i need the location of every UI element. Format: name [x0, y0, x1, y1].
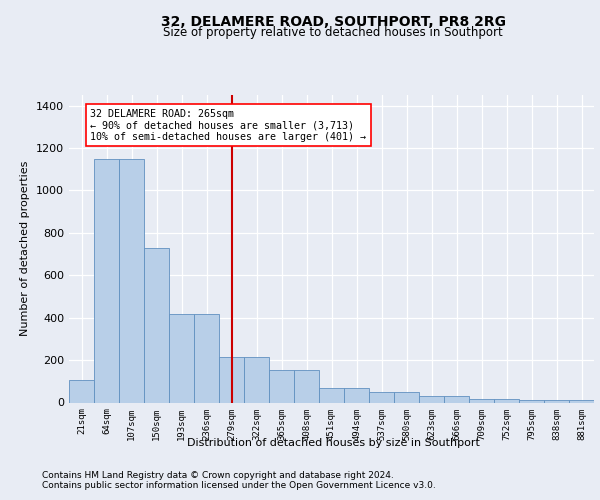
Bar — [569, 400, 594, 402]
Bar — [294, 370, 319, 402]
Text: 32 DELAMERE ROAD: 265sqm
← 90% of detached houses are smaller (3,713)
10% of sem: 32 DELAMERE ROAD: 265sqm ← 90% of detach… — [90, 109, 366, 142]
Bar — [219, 357, 244, 403]
Bar — [169, 314, 194, 402]
Bar — [444, 396, 469, 402]
Bar — [519, 400, 544, 402]
Text: Contains public sector information licensed under the Open Government Licence v3: Contains public sector information licen… — [42, 480, 436, 490]
Bar — [269, 370, 294, 402]
Bar — [544, 400, 569, 402]
Text: 32, DELAMERE ROAD, SOUTHPORT, PR8 2RG: 32, DELAMERE ROAD, SOUTHPORT, PR8 2RG — [161, 15, 506, 29]
Bar — [494, 398, 519, 402]
Text: Contains HM Land Registry data © Crown copyright and database right 2024.: Contains HM Land Registry data © Crown c… — [42, 470, 394, 480]
Bar — [69, 380, 94, 402]
Text: Distribution of detached houses by size in Southport: Distribution of detached houses by size … — [187, 438, 479, 448]
Bar — [319, 388, 344, 402]
Bar — [469, 398, 494, 402]
Bar — [119, 158, 144, 402]
Bar — [244, 357, 269, 403]
Bar — [344, 388, 369, 402]
Bar — [194, 314, 219, 402]
Bar — [94, 158, 119, 402]
Text: Size of property relative to detached houses in Southport: Size of property relative to detached ho… — [163, 26, 503, 39]
Bar — [144, 248, 169, 402]
Bar — [394, 392, 419, 402]
Bar — [419, 396, 444, 402]
Y-axis label: Number of detached properties: Number of detached properties — [20, 161, 31, 336]
Bar — [369, 392, 394, 402]
